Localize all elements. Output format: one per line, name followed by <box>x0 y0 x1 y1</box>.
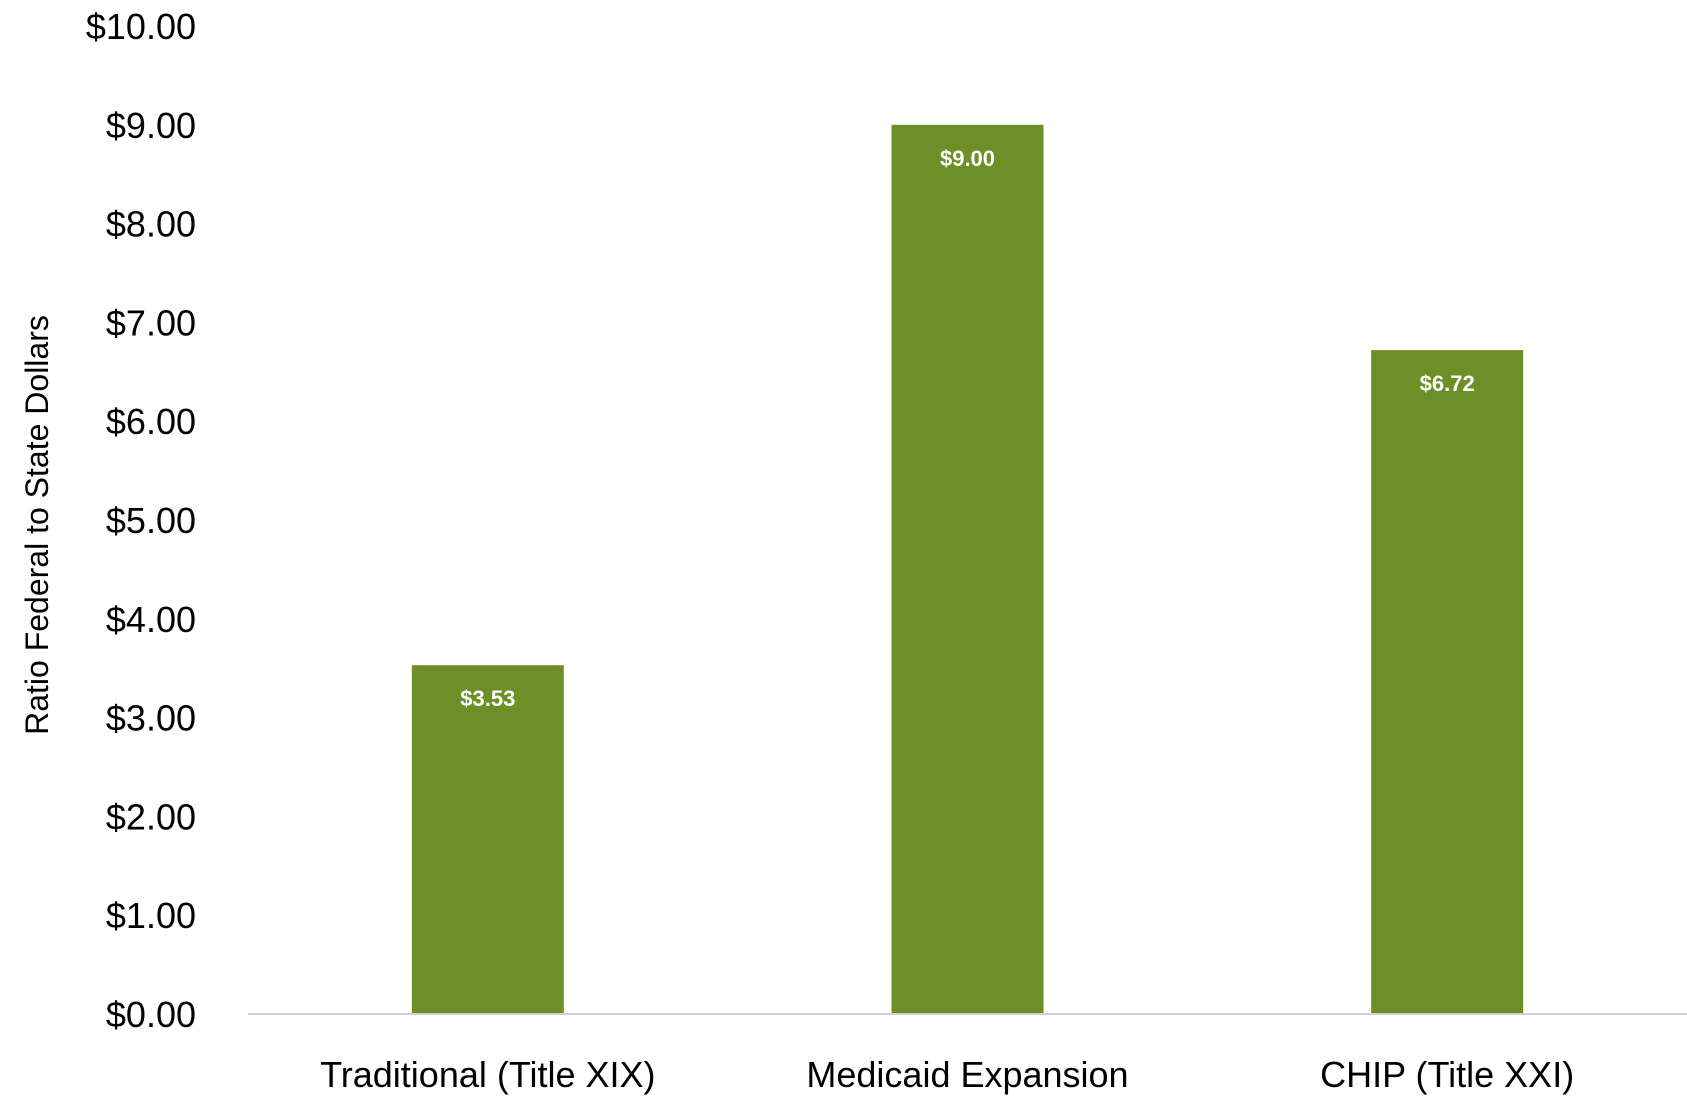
y-tick-label: $2.00 <box>106 796 196 837</box>
x-axis-category-labels: Traditional (Title XIX) Medicaid Expansio… <box>320 1054 1574 1095</box>
bar-data-label: $6.72 <box>1420 371 1475 396</box>
y-tick-label: $10.00 <box>86 6 196 47</box>
y-axis-title: Ratio Federal to State Dollars <box>19 315 55 735</box>
x-category-label: CHIP (Title XXI) <box>1320 1054 1574 1095</box>
y-tick-label: $6.00 <box>106 401 196 442</box>
bar <box>1371 350 1524 1015</box>
y-axis-ticks: $0.00 $1.00 $2.00 $3.00 $4.00 $5.00 $6.00 $7.00… <box>86 6 196 1035</box>
bars <box>411 124 1524 1015</box>
y-tick-label: $9.00 <box>106 105 196 146</box>
bar-data-label: $3.53 <box>460 686 515 711</box>
y-tick-label: $3.00 <box>106 698 196 739</box>
bar <box>411 665 564 1014</box>
bar <box>891 124 1044 1015</box>
data-labels: $3.53 $9.00 $6.72 <box>460 146 1474 711</box>
y-tick-label: $8.00 <box>106 204 196 245</box>
y-tick-label: $1.00 <box>106 895 196 936</box>
y-tick-label: $0.00 <box>106 994 196 1035</box>
y-tick-label: $4.00 <box>106 599 196 640</box>
x-category-label: Medicaid Expansion <box>806 1054 1128 1095</box>
bar-data-label: $9.00 <box>940 146 995 171</box>
x-category-label: Traditional (Title XIX) <box>320 1054 655 1095</box>
y-tick-label: $5.00 <box>106 500 196 541</box>
y-tick-label: $7.00 <box>106 302 196 343</box>
